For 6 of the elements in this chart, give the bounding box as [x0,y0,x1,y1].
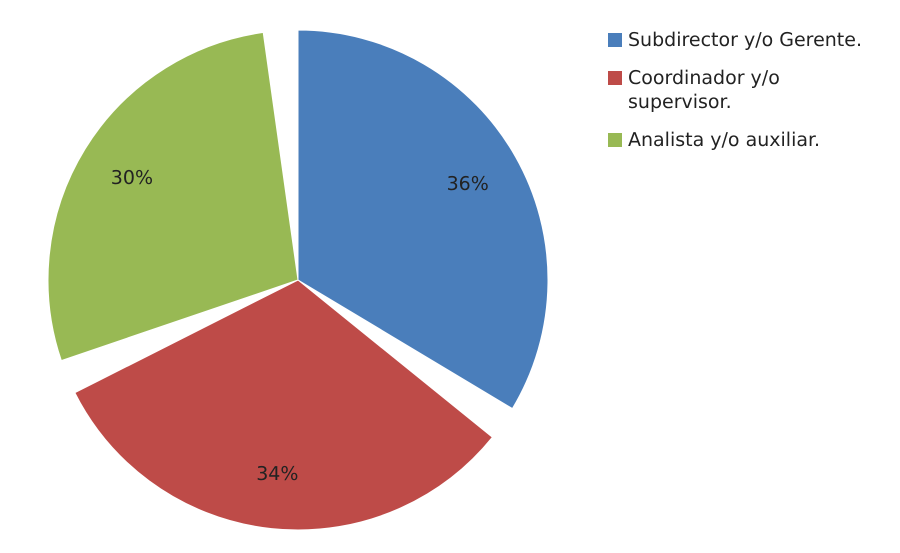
legend-label: Analista y/o auxiliar. [628,128,820,152]
legend-label: Subdirector y/o Gerente. [628,28,862,52]
legend-label: Coordinador y/o supervisor. [628,66,781,114]
data-label: 34% [256,462,298,485]
data-label: 36% [446,172,489,195]
data-label: 30% [110,166,154,189]
